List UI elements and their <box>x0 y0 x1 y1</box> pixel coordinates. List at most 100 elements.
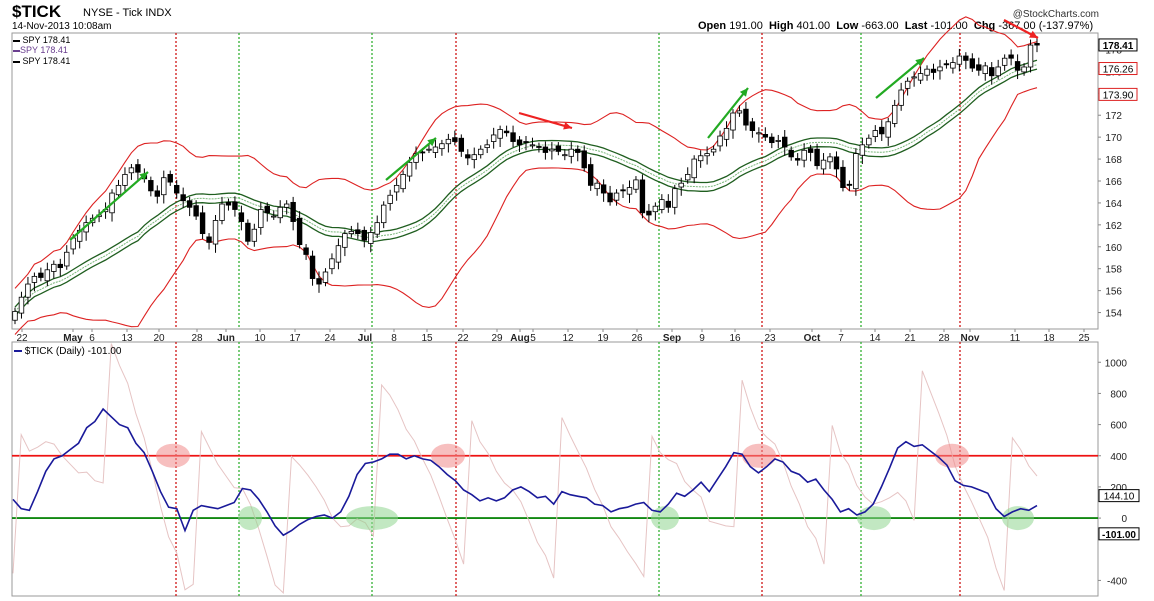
x-tick-label: 20 <box>153 333 165 344</box>
candle-body <box>600 184 607 194</box>
candle-body <box>723 127 730 140</box>
candle-body <box>846 183 853 186</box>
red-highlight <box>431 443 465 468</box>
red-arrow-head <box>563 122 572 130</box>
candle-body <box>503 130 510 134</box>
green-highlight <box>857 506 891 531</box>
candle-body <box>529 144 536 147</box>
candle-body <box>232 201 238 210</box>
x-tick-label: Jun <box>217 333 235 344</box>
candle-body <box>976 64 982 71</box>
last-value: -101.00 <box>930 20 968 32</box>
candle-body <box>956 55 963 65</box>
x-tick-label: 24 <box>324 333 336 344</box>
open-label: Open <box>698 20 727 32</box>
tick-badge: 144.10 <box>1098 489 1140 503</box>
candle-body <box>633 179 639 190</box>
candle-body <box>820 159 827 170</box>
candle-body <box>891 104 898 124</box>
x-tick-label: 15 <box>421 333 433 344</box>
candle-body <box>924 68 930 76</box>
candle-body <box>549 148 555 152</box>
x-tick-label: 26 <box>631 333 643 344</box>
high-value: 401.00 <box>796 20 831 32</box>
candle-body <box>387 194 393 204</box>
green-arrow <box>875 57 925 99</box>
candle-body <box>943 63 950 66</box>
candle-body <box>510 132 516 142</box>
red-arrow-head <box>1029 30 1038 38</box>
x-tick-label: 29 <box>491 333 503 344</box>
tick-badge-box <box>1098 489 1140 503</box>
price-y-tick-label: 160 <box>1105 243 1122 254</box>
x-tick-label: 18 <box>1043 333 1055 344</box>
candle-body <box>1008 54 1014 59</box>
candle-body <box>866 137 872 146</box>
candle-body <box>478 148 484 156</box>
price-y-tick-label: 170 <box>1105 133 1122 144</box>
candle-body <box>691 158 697 179</box>
candle-body <box>982 65 988 74</box>
x-tick-label: 9 <box>699 333 705 344</box>
candle-body <box>930 68 937 73</box>
candle-body <box>322 271 329 283</box>
candle-body <box>516 139 523 146</box>
candle-body <box>290 201 296 222</box>
upper-band-line <box>14 16 1038 289</box>
candle-body <box>652 205 659 213</box>
x-tick-label: 23 <box>764 333 776 344</box>
candle-body <box>238 212 245 222</box>
candle-body <box>801 149 807 161</box>
candle-body <box>917 73 924 81</box>
candle-body <box>1034 43 1040 46</box>
green-arrow-head <box>427 138 436 147</box>
candle-body <box>212 220 219 245</box>
candle-body <box>1027 44 1034 68</box>
green-arrow <box>385 137 437 181</box>
price-y-tick-label: 166 <box>1105 177 1122 188</box>
candle-body <box>154 190 161 197</box>
candle-body <box>697 155 704 162</box>
candle-body <box>685 174 691 181</box>
candle-body <box>57 263 63 269</box>
candle-body <box>665 200 672 208</box>
candle-body <box>38 272 44 278</box>
x-tick-label: 22 <box>457 333 469 344</box>
price-y-tick-label: 172 <box>1105 111 1122 122</box>
candle-body <box>730 112 736 131</box>
candle-body <box>452 137 458 142</box>
tick-y-tick-label: 800 <box>1110 389 1127 400</box>
x-tick-label: Nov <box>961 333 980 344</box>
candle-body <box>995 66 1001 77</box>
candle-body <box>283 203 290 208</box>
x-tick-label: 8 <box>391 333 397 344</box>
price-y-tick-label: 168 <box>1105 155 1122 166</box>
candle-body <box>542 146 549 153</box>
high-label: High <box>768 20 794 32</box>
price-badge: 178.41 <box>1098 38 1138 52</box>
candle-body <box>736 110 743 114</box>
candle-body <box>335 245 342 263</box>
candle-body <box>206 236 212 243</box>
candle-body <box>562 154 568 157</box>
candle-body <box>833 156 840 170</box>
candle-body <box>788 149 794 158</box>
x-tick-label: 13 <box>121 333 133 344</box>
brand-watermark: @StockCharts.com <box>1012 9 1099 20</box>
candle-body <box>12 311 18 321</box>
x-tick-label: 28 <box>938 333 950 344</box>
candle-body <box>458 137 465 152</box>
candle-body <box>639 179 646 214</box>
candle-body <box>128 167 135 174</box>
candle-body <box>659 199 665 210</box>
candle-body <box>969 58 976 69</box>
chart-description: NYSE - Tick INDX <box>83 7 172 19</box>
candle-body <box>717 135 723 147</box>
ma-lower-line <box>14 68 1038 317</box>
candle-body <box>490 134 497 142</box>
candle-body <box>193 205 199 217</box>
chart-symbol: $TICK <box>12 2 62 21</box>
candle-body <box>989 67 995 77</box>
candle-body <box>342 233 348 248</box>
